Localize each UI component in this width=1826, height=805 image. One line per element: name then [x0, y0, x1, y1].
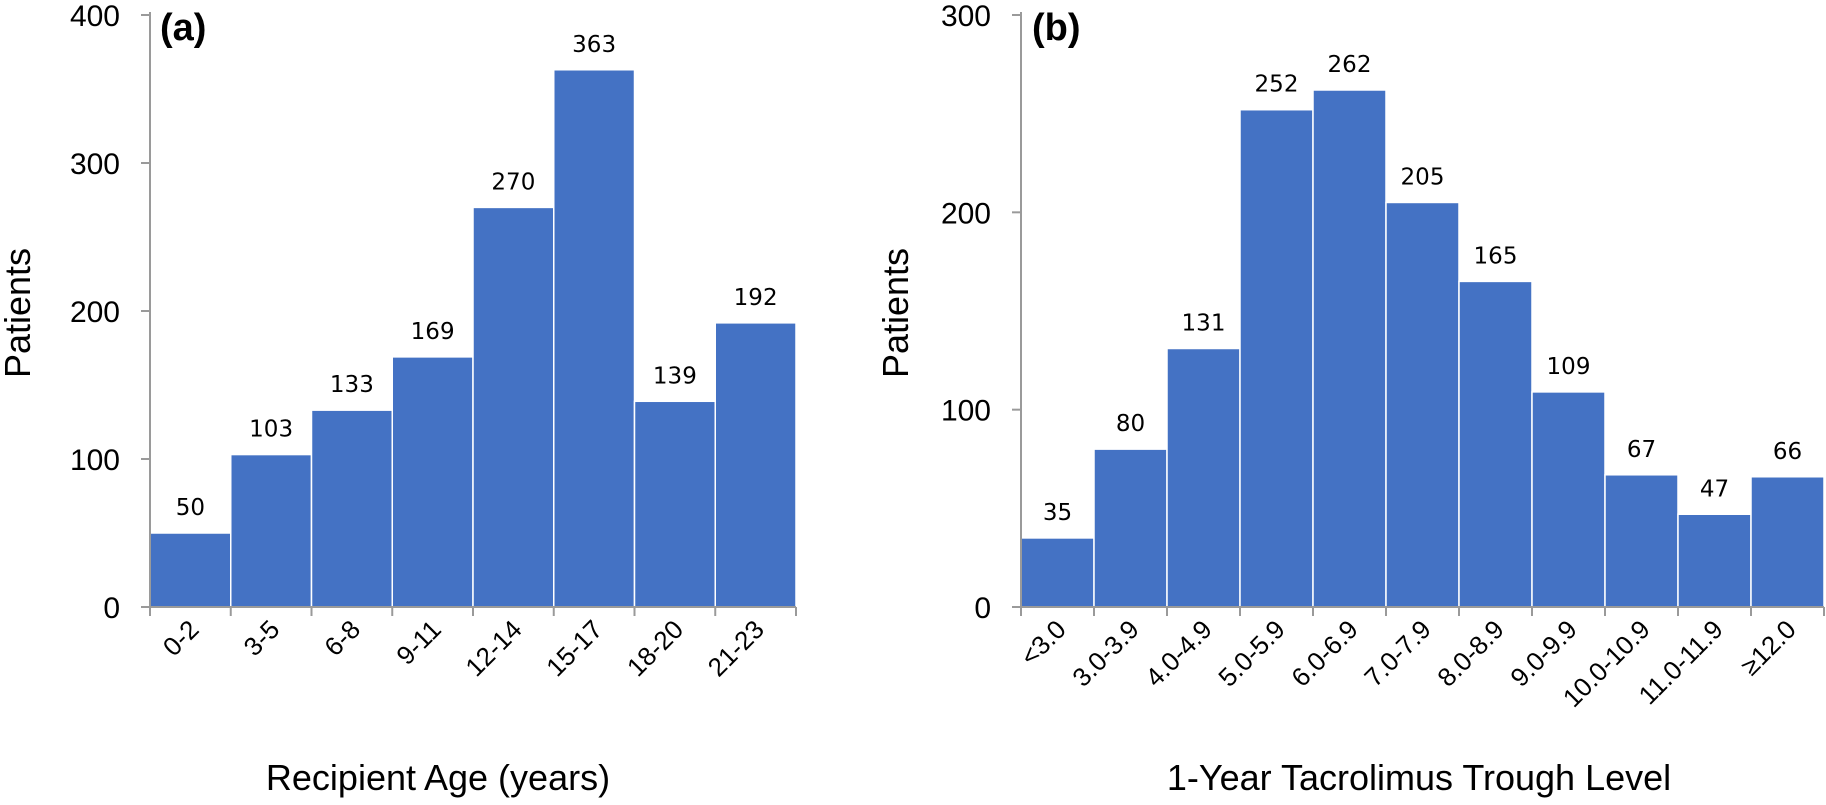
- data-label-b-7: 109: [1547, 354, 1591, 380]
- x-tick-label-a-7: 21-23: [702, 614, 770, 682]
- bar-b-3: [1239, 108, 1314, 608]
- x-tick-label-a-4: 12-14: [459, 614, 527, 682]
- data-label-b-4: 262: [1328, 52, 1372, 78]
- bar-b-1: [1093, 448, 1168, 608]
- bar-a-3: [391, 356, 474, 608]
- y-tick-label-b-0: 0: [974, 592, 991, 625]
- bar-b-5: [1385, 201, 1460, 608]
- x-tick-label-b-0: <3.0: [1014, 614, 1072, 672]
- data-label-b-2: 131: [1182, 310, 1226, 336]
- data-label-b-3: 252: [1255, 72, 1299, 98]
- data-label-a-2: 133: [330, 372, 374, 398]
- x-tick-label-b-4: 6.0-6.9: [1285, 614, 1363, 692]
- x-tick-label-a-5: 15-17: [540, 614, 608, 682]
- x-tick-label-a-3: 9-11: [390, 614, 447, 671]
- y-axis-label-b: Patients: [875, 248, 916, 378]
- chart-panel-b: (b) Patients 1-Year Tacrolimus Trough Le…: [875, 0, 1825, 798]
- bar-b-2: [1166, 347, 1241, 608]
- bar-b-10: [1750, 476, 1825, 608]
- y-tick-label-a-3: 300: [70, 148, 120, 181]
- data-label-b-0: 35: [1043, 500, 1072, 526]
- data-label-b-1: 80: [1116, 411, 1145, 437]
- bar-a-5: [553, 69, 636, 608]
- x-tick-label-b-10: ≥12.0: [1735, 614, 1802, 681]
- x-tick-label-b-6: 8.0-8.9: [1431, 614, 1509, 692]
- data-label-a-6: 139: [653, 363, 697, 389]
- y-tick-label-a-2: 200: [70, 296, 120, 329]
- x-tick-label-a-0: 0-2: [157, 614, 205, 662]
- y-tick-label-b-1: 100: [941, 395, 991, 428]
- y-tick-label-b-3: 300: [941, 0, 991, 33]
- x-tick-label-a-2: 6-8: [318, 614, 366, 662]
- data-label-a-1: 103: [249, 417, 293, 443]
- x-axis-label-b: 1-Year Tacrolimus Trough Level: [1167, 757, 1671, 798]
- y-tick-label-b-2: 200: [941, 197, 991, 230]
- bar-a-6: [633, 400, 716, 608]
- data-label-b-6: 165: [1474, 243, 1518, 269]
- y-tick-label-a-1: 100: [70, 444, 120, 477]
- panel-label-b: (b): [1032, 7, 1081, 49]
- x-tick-label-a-1: 3-5: [238, 614, 286, 662]
- y-axis-label-a: Patients: [0, 248, 38, 378]
- data-label-b-5: 205: [1401, 164, 1445, 190]
- panel-label-a: (a): [160, 7, 206, 49]
- data-label-b-9: 47: [1700, 476, 1729, 502]
- x-tick-label-a-6: 18-20: [621, 614, 689, 682]
- bar-a-2: [310, 409, 393, 608]
- x-axis-label-a: Recipient Age (years): [266, 757, 610, 798]
- bar-b-8: [1604, 474, 1679, 608]
- data-label-a-0: 50: [176, 495, 205, 521]
- data-label-b-10: 66: [1773, 439, 1802, 465]
- bar-a-4: [472, 206, 555, 608]
- y-tick-label-a-4: 400: [70, 0, 120, 33]
- data-label-b-8: 67: [1627, 437, 1656, 463]
- bar-b-9: [1677, 513, 1752, 608]
- x-tick-label-b-1: 3.0-3.9: [1066, 614, 1144, 692]
- bar-b-6: [1458, 280, 1533, 608]
- chart-panel-a: (a) Patients Recipient Age (years) 50 103…: [0, 0, 797, 798]
- bar-b-0: [1020, 537, 1095, 608]
- data-label-a-7: 192: [734, 285, 778, 311]
- bar-a-1: [230, 453, 313, 608]
- bar-b-7: [1531, 391, 1606, 608]
- x-tick-label-b-3: 5.0-5.9: [1212, 614, 1290, 692]
- data-label-a-5: 363: [572, 32, 616, 58]
- bar-a-0: [149, 532, 232, 608]
- bar-a-7: [714, 322, 797, 608]
- data-label-a-4: 270: [491, 169, 535, 195]
- data-label-a-3: 169: [411, 319, 455, 345]
- x-tick-label-b-5: 7.0-7.9: [1358, 614, 1436, 692]
- y-tick-label-a-0: 0: [103, 592, 120, 625]
- x-tick-label-b-2: 4.0-4.9: [1139, 614, 1217, 692]
- bar-b-4: [1312, 89, 1387, 608]
